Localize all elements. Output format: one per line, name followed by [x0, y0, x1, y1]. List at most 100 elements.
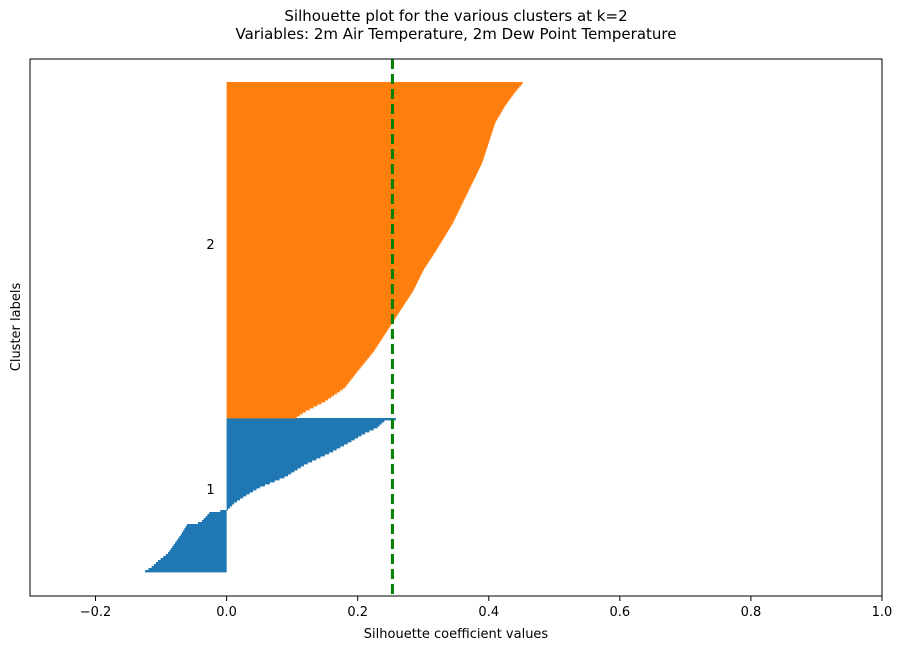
cluster-1-bar — [226, 478, 280, 481]
cluster-2-bar — [226, 358, 368, 361]
cluster-2-bar — [226, 246, 439, 249]
cluster-2-bar — [226, 312, 399, 315]
cluster-2-bar — [226, 222, 453, 225]
cluster-2-bar — [226, 142, 489, 145]
cluster-2-bar — [226, 264, 427, 267]
x-tick-label: 0.8 — [741, 605, 762, 620]
cluster-2-bar — [226, 336, 384, 339]
cluster-1-bar — [226, 500, 238, 503]
cluster-2-bar — [226, 152, 486, 155]
cluster-2-bar — [226, 82, 523, 85]
cluster-2-bar — [226, 204, 462, 207]
cluster-2-bar — [226, 108, 504, 111]
cluster-2-bar — [226, 164, 482, 167]
cluster-2-bar — [226, 262, 428, 265]
cluster-2-bar — [226, 132, 492, 135]
cluster-labels: 12 — [206, 238, 214, 498]
cluster-1-label: 1 — [206, 483, 214, 498]
cluster-2-bar — [226, 212, 458, 215]
cluster-1-bar — [226, 468, 298, 471]
cluster-2-bar — [226, 278, 419, 281]
cluster-2-bar — [226, 316, 397, 319]
x-tick-label: 0.2 — [347, 605, 368, 620]
cluster-1-bar — [226, 418, 396, 421]
cluster-2-bar — [226, 226, 451, 229]
cluster-1-bar — [226, 490, 254, 493]
cluster-1-bar — [170, 548, 227, 551]
x-tick-label: 0.0 — [216, 605, 237, 620]
cluster-2-bar — [226, 112, 501, 115]
cluster-2-bar — [226, 194, 467, 197]
cluster-1-bar — [226, 476, 285, 479]
cluster-1-bar — [167, 552, 227, 555]
cluster-2-bar — [226, 216, 456, 219]
cluster-1-bar — [158, 560, 227, 563]
cluster-2-bar — [226, 260, 430, 263]
cluster-2-bar — [226, 244, 440, 247]
cluster-1-bar — [226, 460, 313, 463]
cluster-2-bar — [226, 398, 329, 401]
cluster-2-bar — [226, 342, 380, 345]
cluster-2-bar — [226, 344, 378, 347]
cluster-2-bar — [226, 412, 303, 415]
cluster-1-bar — [226, 422, 382, 425]
cluster-2-bar — [226, 326, 390, 329]
cluster-2-bar — [226, 296, 410, 299]
cluster-2-bar — [226, 404, 318, 407]
cluster-1-bar — [177, 538, 227, 541]
cluster-2-bar — [226, 138, 490, 141]
cluster-2-bar — [226, 234, 446, 237]
cluster-1-bar — [226, 496, 244, 499]
cluster-1-bar — [226, 474, 289, 477]
cluster-2-bar — [226, 314, 398, 317]
cluster-2-bar — [226, 118, 498, 121]
cluster-2-bar — [226, 182, 473, 185]
cluster-2-bar — [226, 174, 477, 177]
cluster-1-bar — [226, 466, 301, 469]
cluster-2-bar — [226, 378, 352, 381]
cluster-2-bar — [226, 158, 484, 161]
cluster-1-bar — [226, 442, 348, 445]
cluster-1-bar — [226, 486, 261, 489]
cluster-2-bar — [226, 150, 486, 153]
cluster-2-bar — [226, 298, 408, 301]
cluster-2-bar — [226, 410, 306, 413]
cluster-2-bar — [226, 252, 435, 255]
cluster-2-bar — [226, 224, 452, 227]
cluster-1-bar — [226, 446, 341, 449]
cluster-2-silhouette — [226, 82, 523, 419]
cluster-1-bar — [184, 528, 227, 531]
cluster-2-bar — [226, 192, 468, 195]
cluster-2-bar — [226, 268, 424, 271]
cluster-1-bar — [179, 536, 227, 539]
cluster-1-bar — [203, 518, 227, 521]
cluster-2-bar — [226, 406, 314, 409]
cluster-1-bar — [151, 566, 227, 569]
cluster-2-bar — [226, 394, 334, 397]
cluster-2-bar — [226, 354, 371, 357]
cluster-2-bar — [226, 124, 495, 127]
cluster-1-bar — [226, 472, 292, 475]
cluster-1-bar — [226, 470, 295, 473]
cluster-2-bar — [226, 346, 377, 349]
cluster-2-bar — [226, 162, 483, 165]
cluster-2-bar — [226, 172, 478, 175]
x-tick-label: 1.0 — [872, 605, 893, 620]
cluster-1-bar — [226, 458, 317, 461]
cluster-2-bar — [226, 104, 506, 107]
cluster-2-bar — [226, 228, 450, 231]
cluster-2-bar — [226, 330, 387, 333]
cluster-2-bar — [226, 134, 492, 137]
cluster-1-bar — [226, 492, 250, 495]
cluster-2-bar — [226, 154, 485, 157]
cluster-2-bar — [226, 310, 400, 313]
cluster-2-bar — [226, 272, 422, 275]
cluster-2-bar — [226, 388, 343, 391]
cluster-1-bar — [226, 502, 235, 505]
cluster-2-bar — [226, 320, 394, 323]
cluster-1-bar — [226, 480, 275, 483]
chart-subtitle: Variables: 2m Air Temperature, 2m Dew Po… — [236, 25, 677, 43]
cluster-2-bar — [226, 178, 475, 181]
cluster-1-bar — [181, 532, 227, 535]
